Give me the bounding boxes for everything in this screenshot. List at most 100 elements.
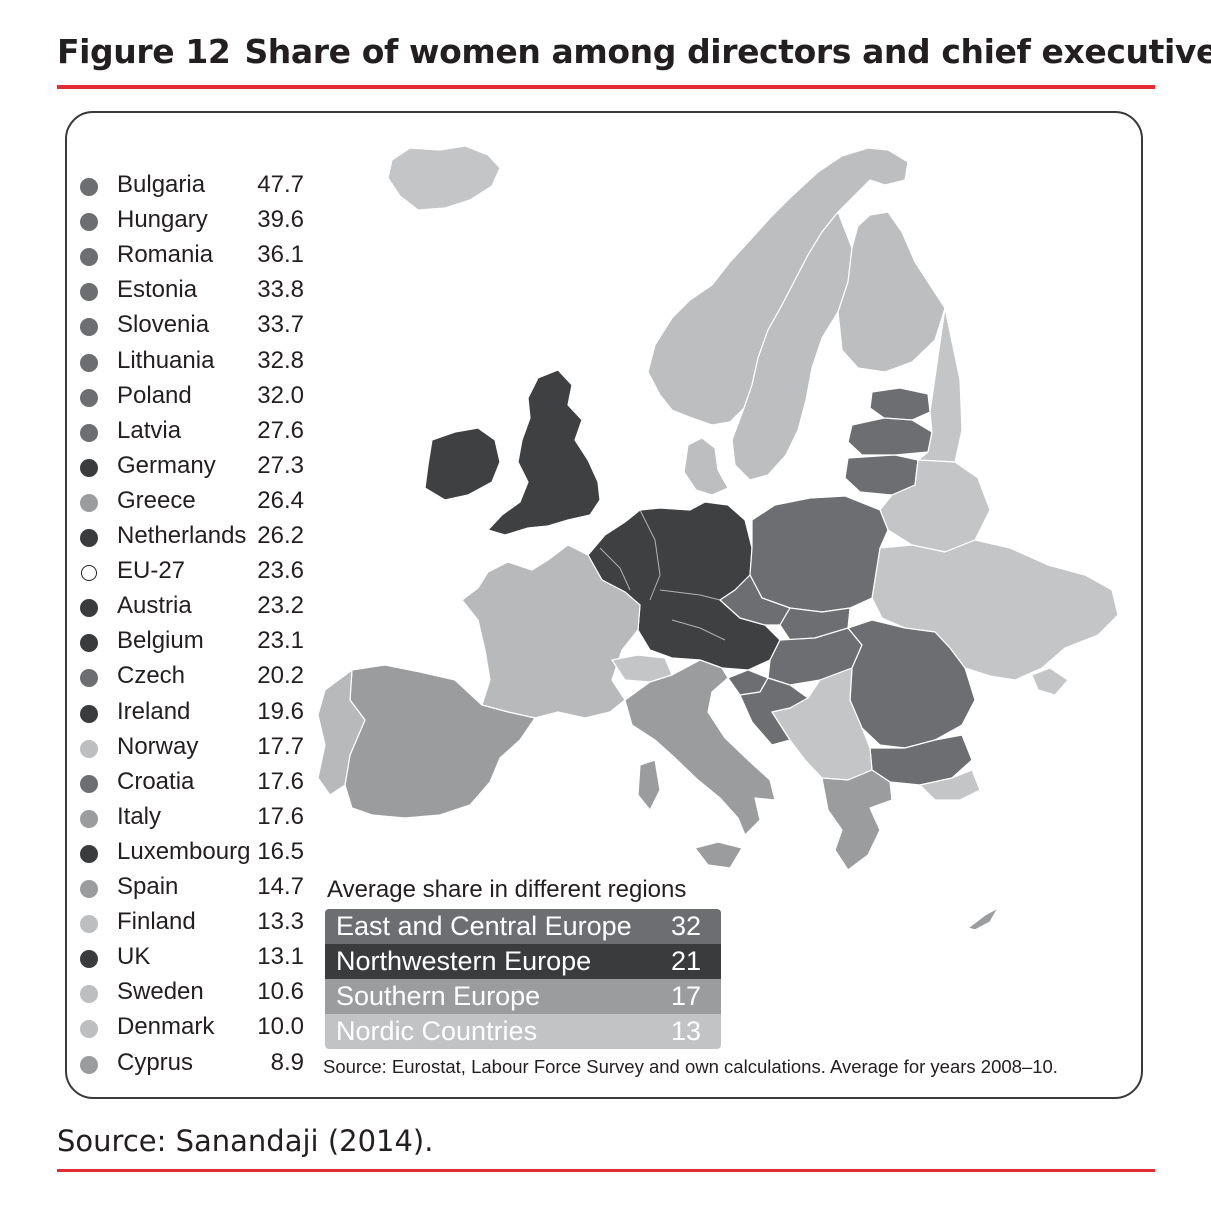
legend-dot-icon [80, 739, 98, 758]
legend-dot-icon [80, 774, 98, 793]
legend-dot-icon [80, 704, 98, 723]
legend-country: Belgium [117, 627, 204, 655]
legend-country: Croatia [117, 767, 195, 795]
legend-dot-icon [80, 915, 98, 934]
legend-value: 20.2 [257, 662, 304, 690]
figure-title: Figure 12 Share of women among directors … [57, 32, 1211, 71]
legend-row: Hungary 39.6 [80, 205, 320, 240]
region-row: Southern Europe 17 [325, 979, 721, 1014]
legend-country: Estonia [117, 276, 198, 304]
legend-value: 32.0 [257, 381, 304, 409]
country-denmark [683, 437, 729, 496]
internal-borders [599, 509, 726, 641]
legend-row: Italy 17.6 [80, 802, 320, 837]
legend-row: Croatia 17.6 [80, 767, 320, 802]
country-estonia [869, 387, 931, 421]
legend-dot-icon [80, 1020, 98, 1039]
region-name: Northwestern Europe [336, 946, 592, 976]
country-iceland [387, 145, 501, 211]
legend-dot-icon [80, 634, 98, 653]
region-value: 17 [670, 981, 701, 1011]
legend-country: Ireland [117, 697, 191, 725]
source-sanandaji: Source: Sanandaji (2014). [57, 1124, 434, 1158]
legend-country: Denmark [117, 1013, 215, 1041]
legend-row: Cyprus 8.9 [80, 1048, 320, 1083]
legend-row: Netherlands 26.2 [80, 521, 320, 556]
legend-row: Sweden 10.6 [80, 977, 320, 1012]
source-eurostat: Source: Eurostat, Labour Force Survey an… [323, 1056, 1058, 1077]
legend-country: Slovenia [117, 311, 210, 339]
region-name: Southern Europe [336, 981, 541, 1011]
legend-value: 33.7 [257, 311, 304, 339]
legend-value: 27.3 [257, 451, 304, 479]
legend-country: Greece [117, 486, 196, 514]
legend-country: Sweden [117, 978, 204, 1006]
country-greece [821, 769, 893, 871]
figure-title-text: Share of women among directors and chief… [244, 32, 1211, 71]
legend-dot-icon [81, 565, 97, 582]
title-rule [57, 85, 1155, 89]
country-sicily [694, 841, 743, 869]
legend-dot-icon [80, 178, 98, 196]
legend-value: 27.6 [257, 416, 304, 444]
legend-country: Cyprus [117, 1048, 194, 1076]
legend-row: Austria 23.2 [80, 591, 320, 626]
legend-country: Netherlands [117, 522, 247, 549]
country-finland [837, 211, 946, 373]
legend-country: Luxembourg [117, 837, 251, 865]
legend-dot-icon [80, 669, 98, 688]
legend-country: Latvia [117, 416, 182, 444]
legend-value: 26.2 [257, 522, 304, 549]
legend-country: Germany [117, 451, 216, 479]
legend-row: Poland 32.0 [80, 381, 320, 416]
legend-dot-icon [80, 950, 98, 969]
legend-value: 33.8 [257, 276, 304, 304]
legend-row: Greece 26.4 [80, 486, 320, 521]
legend-dot-icon [80, 458, 98, 477]
legend-value: 23.2 [257, 592, 304, 620]
legend-row: Denmark 10.0 [80, 1012, 320, 1047]
legend-value: 14.7 [257, 873, 304, 900]
region-value: 13 [670, 1016, 701, 1046]
regions-title: Average share in different regions [327, 876, 687, 903]
legend-dot-icon [80, 529, 98, 547]
legend-value: 39.6 [257, 206, 304, 234]
country-italy [624, 659, 776, 836]
legend-country: Romania [117, 241, 214, 269]
legend-row: EU-27 23.6 [80, 556, 320, 591]
legend-country: Finland [117, 908, 196, 936]
legend-value: 10.0 [257, 1013, 304, 1041]
legend-value: 26.4 [257, 486, 304, 514]
legend-dot-icon [80, 213, 98, 232]
country-portugal [317, 669, 366, 796]
legend-country: EU-27 [117, 557, 186, 585]
legend-country: Lithuania [117, 346, 215, 374]
legend-row: Czech 20.2 [80, 661, 320, 696]
country-turkey [919, 769, 981, 801]
legend-row: Bulgaria 47.7 [80, 170, 320, 205]
legend-row: Lithuania 32.8 [80, 346, 320, 381]
regions-table: East and Central Europe 32 Northwestern Eu… [325, 909, 721, 1049]
legend-value: 17.6 [257, 767, 304, 795]
legend-country: Spain [117, 873, 179, 900]
legend-row: Luxembourg 16.5 [80, 837, 320, 872]
legend-row: Norway 17.7 [80, 732, 320, 767]
country-ireland [424, 427, 501, 501]
legend-country: Austria [117, 592, 192, 620]
legend-row: Ireland 19.6 [80, 697, 320, 732]
legend-dot-icon [80, 985, 98, 1004]
legend-value: 13.3 [257, 908, 304, 936]
country-latvia [847, 417, 933, 456]
legend-value: 17.7 [257, 732, 304, 760]
region-value: 21 [670, 946, 701, 976]
legend-row: Estonia 33.8 [80, 275, 320, 310]
legend-dot-icon [80, 283, 98, 302]
legend-row: Spain 14.7 [80, 872, 320, 907]
legend-country: Italy [117, 802, 162, 830]
region-name: East and Central Europe [336, 911, 632, 941]
legend-dot-icon [80, 880, 98, 898]
legend-dot-icon [80, 1055, 98, 1074]
legend-dot-icon [80, 844, 98, 863]
legend-value: 47.7 [257, 171, 304, 198]
